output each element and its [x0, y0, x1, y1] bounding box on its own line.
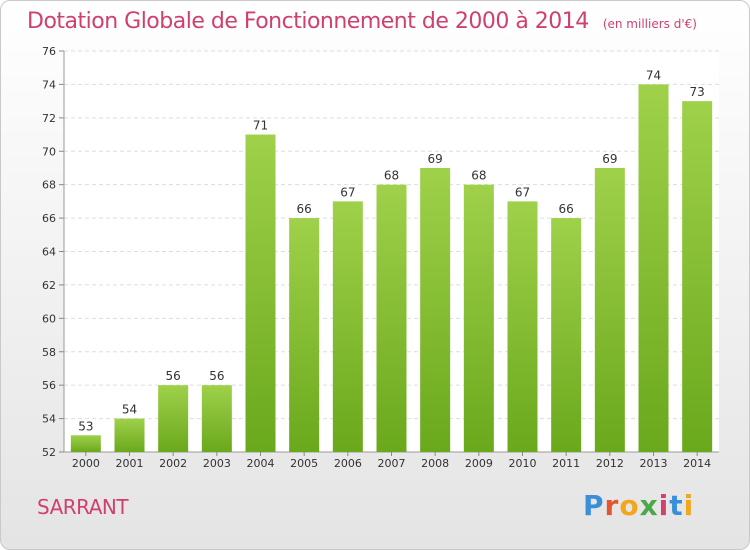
bar-value-label: 69 [602, 152, 617, 166]
bar-value-label: 66 [297, 202, 312, 216]
bar [201, 385, 232, 452]
bar-value-label: 69 [428, 152, 443, 166]
bar [158, 385, 189, 452]
x-tick-label: 2012 [596, 457, 624, 470]
chart-title-text: Dotation Globale de Fonctionnement de 20… [27, 9, 589, 34]
y-tick-label: 68 [42, 179, 56, 192]
logo-letter: o [619, 489, 640, 522]
bar-value-label: 53 [78, 419, 93, 433]
y-tick-label: 74 [42, 78, 56, 91]
bar [245, 134, 276, 452]
bar [70, 435, 101, 452]
x-tick-label: 2013 [640, 457, 668, 470]
x-tick-label: 2006 [334, 457, 362, 470]
bar [638, 84, 669, 453]
bar [463, 184, 494, 452]
bar [594, 167, 625, 453]
bar [114, 418, 145, 452]
x-tick-label: 2003 [203, 457, 231, 470]
x-tick-label: 2005 [290, 457, 318, 470]
proxiti-logo: Proxiti [583, 489, 694, 522]
y-tick-label: 72 [42, 112, 56, 125]
bar-value-label: 66 [559, 202, 574, 216]
bar [551, 218, 582, 452]
y-tick-label: 52 [42, 446, 56, 459]
bar [420, 167, 451, 453]
y-tick-label: 76 [42, 45, 56, 58]
x-tick-label: 2001 [116, 457, 144, 470]
x-tick-label: 2007 [378, 457, 406, 470]
bar-value-label: 56 [209, 369, 224, 383]
x-tick-label: 2002 [159, 457, 187, 470]
logo-letter: x [639, 489, 659, 522]
y-tick-label: 54 [42, 413, 56, 426]
bar-value-label: 74 [646, 68, 661, 82]
x-tick-label: 2010 [509, 457, 537, 470]
logo-letter: r [604, 489, 620, 522]
bar-value-label: 71 [253, 119, 268, 133]
x-tick-label: 2000 [72, 457, 100, 470]
y-tick-label: 62 [42, 279, 56, 292]
bar-value-label: 67 [340, 185, 355, 199]
bar [332, 201, 363, 452]
bar-value-label: 54 [122, 403, 137, 417]
x-tick-label: 2004 [247, 457, 275, 470]
x-tick-label: 2011 [552, 457, 580, 470]
y-tick-label: 64 [42, 246, 56, 259]
bar-value-label: 73 [690, 85, 705, 99]
x-tick-label: 2014 [683, 457, 711, 470]
logo-letter: t [669, 489, 684, 522]
y-tick-label: 58 [42, 346, 56, 359]
x-tick-label: 2008 [421, 457, 449, 470]
logo-letter: i [683, 489, 695, 522]
y-tick-label: 70 [42, 145, 56, 158]
bar [376, 184, 407, 452]
x-tick-label: 2009 [465, 457, 493, 470]
y-tick-label: 56 [42, 379, 56, 392]
logo-letter: i [658, 489, 670, 522]
commune-name: SARRANT [37, 495, 129, 519]
bar [289, 218, 320, 452]
bar-value-label: 56 [166, 369, 181, 383]
logo-letter: P [583, 489, 605, 522]
y-tick-label: 60 [42, 312, 56, 325]
chart-subtitle: (en milliers d'€) [602, 17, 697, 31]
bar-value-label: 68 [471, 169, 486, 183]
bar [507, 201, 538, 452]
bar-value-label: 68 [384, 169, 399, 183]
bar-value-label: 67 [515, 185, 530, 199]
chart-title: Dotation Globale de Fonctionnement de 20… [27, 9, 697, 34]
bar [682, 101, 713, 452]
y-tick-label: 66 [42, 212, 56, 225]
